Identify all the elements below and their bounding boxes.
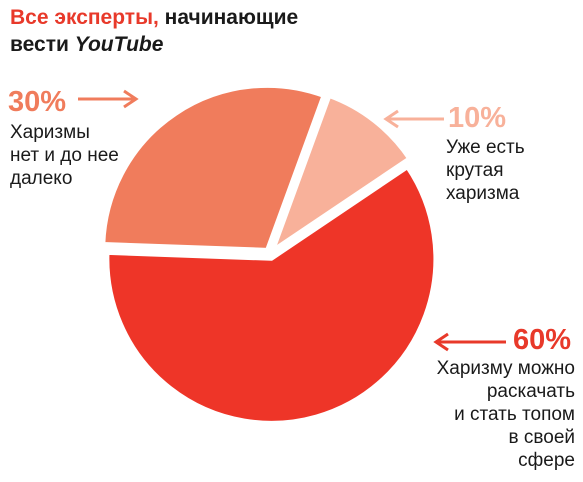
slice-60-percent: 60% xyxy=(513,324,572,356)
pie-slice-30 xyxy=(101,83,326,252)
slice-30-description: Харизмы нет и до нее далеко xyxy=(10,121,119,190)
arrow-right-icon xyxy=(78,89,139,109)
slice-30-line: Харизмы xyxy=(10,122,90,143)
title-brand: YouTube xyxy=(74,33,164,56)
slice-60-line: сфере xyxy=(518,450,575,471)
arrow-left-icon xyxy=(433,332,506,352)
pie-slice-60 xyxy=(105,165,438,425)
pie-slices xyxy=(101,83,438,425)
title-accent: Все эксперты, xyxy=(10,6,159,29)
slice-10-line: Уже есть xyxy=(446,137,525,158)
slice-30-percent: 30% xyxy=(8,86,67,118)
slice-60-description: Харизму можно раскачать и стать топом в … xyxy=(437,357,575,472)
slice-10-line: крутая xyxy=(446,160,504,181)
arrow-left-icon xyxy=(383,109,444,129)
slice-10-description: Уже есть крутая харизма xyxy=(446,136,525,205)
slice-30-line: нет и до нее xyxy=(10,145,119,166)
slice-60-line: и стать топом xyxy=(454,404,575,425)
title-text: начинающие xyxy=(158,6,299,29)
chart-title: Все эксперты, начинающие вести YouTube xyxy=(10,4,298,58)
slice-60-line: в своей xyxy=(508,427,576,448)
slice-10-line: харизма xyxy=(446,183,520,204)
pie-slice-10 xyxy=(271,94,412,253)
slice-30-line: далеко xyxy=(10,168,73,189)
slice-60-line: раскачать xyxy=(486,381,575,402)
slice-60-line: Харизму можно xyxy=(436,358,575,379)
title-text-line2: вести xyxy=(10,33,75,56)
slice-10-percent: 10% xyxy=(448,102,507,134)
